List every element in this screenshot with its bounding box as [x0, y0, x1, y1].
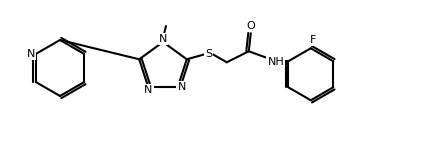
- Text: F: F: [310, 35, 316, 45]
- Text: N: N: [177, 82, 186, 92]
- Text: S: S: [205, 49, 212, 59]
- Text: N: N: [159, 34, 167, 44]
- Text: NH: NH: [268, 57, 284, 67]
- Text: N: N: [27, 49, 35, 59]
- Text: O: O: [247, 21, 255, 31]
- Text: N: N: [144, 85, 152, 95]
